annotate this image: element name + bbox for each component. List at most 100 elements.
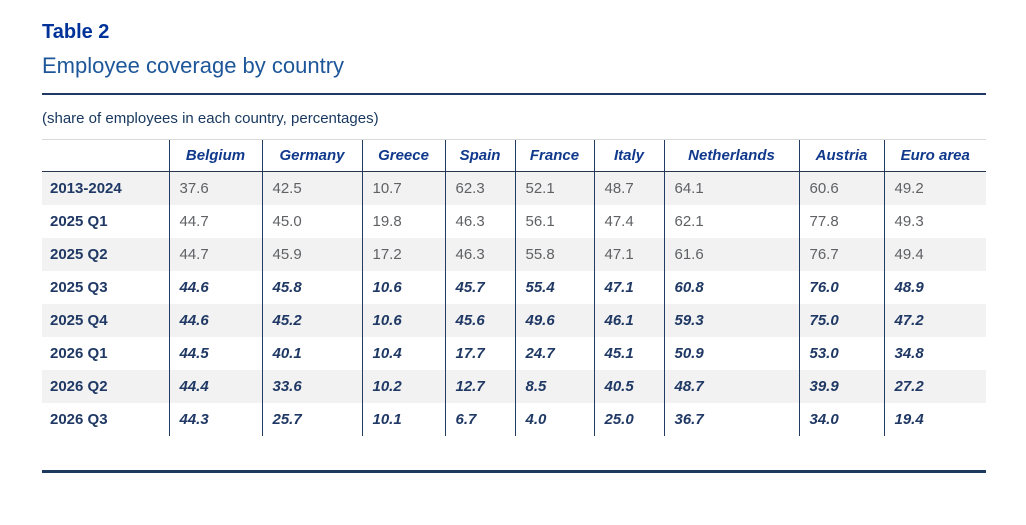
data-cell: 48.7: [593, 171, 664, 205]
data-cell: 45.2: [261, 303, 362, 337]
data-cell: 62.1: [663, 204, 799, 238]
data-cell: 45.1: [593, 336, 664, 370]
data-cell: 12.7: [444, 369, 515, 403]
data-cell: 50.9: [663, 336, 799, 370]
data-cell: 10.7: [361, 171, 445, 205]
data-cell: 6.7: [444, 402, 515, 436]
data-cell: 45.8: [261, 270, 362, 304]
table-row-2026-q3: 2026 Q3 44.3 25.7 10.1 6.7 4.0 25.0 36.7 34.0 19.…: [42, 402, 986, 436]
data-cell: 19.4: [883, 402, 986, 436]
table-body: 2013-2024 37.6 42.5 10.7 62.3 52.1 48.7 64.1 60.…: [42, 171, 986, 436]
data-cell: 47.1: [593, 270, 664, 304]
data-cell: 47.2: [883, 303, 986, 337]
data-cell: 33.6: [261, 369, 362, 403]
table-caption: (share of employees in each country, per…: [42, 109, 379, 127]
table-header: Belgium Germany Greece Spain France Italy Neth…: [42, 138, 986, 172]
data-cell: 42.5: [261, 171, 362, 205]
employee-coverage-table: Belgium Germany Greece Spain France Italy Neth…: [42, 138, 986, 436]
data-cell: 24.7: [514, 336, 594, 370]
column-header-euro-area: Euro area: [883, 138, 986, 172]
data-cell: 60.8: [663, 270, 799, 304]
column-header-spain: Spain: [444, 138, 515, 172]
data-cell: 48.9: [883, 270, 986, 304]
data-cell: 62.3: [444, 171, 515, 205]
data-cell: 46.3: [444, 204, 515, 238]
period-label: 2026 Q3: [50, 410, 108, 428]
page-title: Employee coverage by country: [42, 53, 345, 78]
period-label: 2025 Q2: [50, 245, 108, 263]
table-row-2025-q1: 2025 Q1 44.7 45.0 19.8 46.3 56.1 47.4 62.1 77.8 4…: [42, 204, 986, 238]
data-cell: 44.7: [168, 204, 262, 238]
data-cell: 44.3: [168, 402, 262, 436]
period-label: 2025 Q4: [50, 311, 108, 329]
data-cell: 46.1: [593, 303, 664, 337]
data-cell: 76.7: [798, 237, 884, 271]
data-cell: 52.1: [514, 171, 594, 205]
data-cell: 34.8: [883, 336, 986, 370]
data-cell: 36.7: [663, 402, 799, 436]
data-cell: 47.1: [593, 237, 664, 271]
period-label: 2026 Q1: [50, 344, 108, 362]
data-cell: 77.8: [798, 204, 884, 238]
table-number: Table 2: [42, 21, 110, 43]
period-label: 2025 Q1: [50, 212, 108, 230]
data-cell: 45.6: [444, 303, 515, 337]
data-cell: 17.2: [361, 237, 445, 271]
data-cell: 34.0: [798, 402, 884, 436]
data-cell: 60.6: [798, 171, 884, 205]
data-cell: 55.8: [514, 237, 594, 271]
data-cell: 4.0: [514, 402, 594, 436]
header-row: Belgium Germany Greece Spain France Italy Neth…: [42, 138, 986, 172]
table-row-2026-q2: 2026 Q2 44.4 33.6 10.2 12.7 8.5 40.5 48.7 39.9 27…: [42, 369, 986, 403]
data-cell: 10.6: [361, 270, 445, 304]
data-cell: 10.1: [361, 402, 445, 436]
data-cell: 40.1: [261, 336, 362, 370]
column-header-austria: Austria: [798, 138, 884, 172]
corner-header: [42, 138, 169, 172]
data-cell: 44.7: [168, 237, 262, 271]
bottom-divider-rule: [42, 469, 986, 473]
data-cell: 44.6: [168, 270, 262, 304]
data-cell: 25.7: [261, 402, 362, 436]
data-cell: 27.2: [883, 369, 986, 403]
data-cell: 44.4: [168, 369, 262, 403]
column-header-italy: Italy: [593, 138, 664, 172]
data-cell: 49.6: [514, 303, 594, 337]
title-divider-rule: [42, 92, 986, 95]
data-cell: 44.5: [168, 336, 262, 370]
data-cell: 40.5: [593, 369, 664, 403]
data-cell: 45.7: [444, 270, 515, 304]
data-cell: 10.4: [361, 336, 445, 370]
data-cell: 55.4: [514, 270, 594, 304]
data-cell: 19.8: [361, 204, 445, 238]
data-cell: 45.0: [261, 204, 362, 238]
data-cell: 47.4: [593, 204, 664, 238]
data-cell: 76.0: [798, 270, 884, 304]
data-cell: 37.6: [168, 171, 262, 205]
data-cell: 56.1: [514, 204, 594, 238]
data-cell: 49.3: [883, 204, 986, 238]
data-cell: 44.6: [168, 303, 262, 337]
data-cell: 10.2: [361, 369, 445, 403]
data-cell: 64.1: [663, 171, 799, 205]
data-cell: 25.0: [593, 402, 664, 436]
data-cell: 17.7: [444, 336, 515, 370]
column-header-germany: Germany: [261, 138, 362, 172]
column-header-greece: Greece: [361, 138, 445, 172]
column-header-netherlands: Netherlands: [663, 138, 799, 172]
period-label: 2013-2024: [50, 179, 122, 197]
data-cell: 8.5: [514, 369, 594, 403]
table-row-2025-q3: 2025 Q3 44.6 45.8 10.6 45.7 55.4 47.1 60.8 76.0 4…: [42, 270, 986, 304]
data-cell: 45.9: [261, 237, 362, 271]
table-row-2026-q1: 2026 Q1 44.5 40.1 10.4 17.7 24.7 45.1 50.9 53.0 3…: [42, 336, 986, 370]
data-cell: 75.0: [798, 303, 884, 337]
data-cell: 46.3: [444, 237, 515, 271]
data-cell: 10.6: [361, 303, 445, 337]
data-cell: 48.7: [663, 369, 799, 403]
table-row-2013-2024: 2013-2024 37.6 42.5 10.7 62.3 52.1 48.7 64.1 60.…: [42, 171, 986, 205]
data-cell: 59.3: [663, 303, 799, 337]
table-row-2025-q2: 2025 Q2 44.7 45.9 17.2 46.3 55.8 47.1 61.6 76.7 4…: [42, 237, 986, 271]
data-cell: 49.4: [883, 237, 986, 271]
data-cell: 49.2: [883, 171, 986, 205]
